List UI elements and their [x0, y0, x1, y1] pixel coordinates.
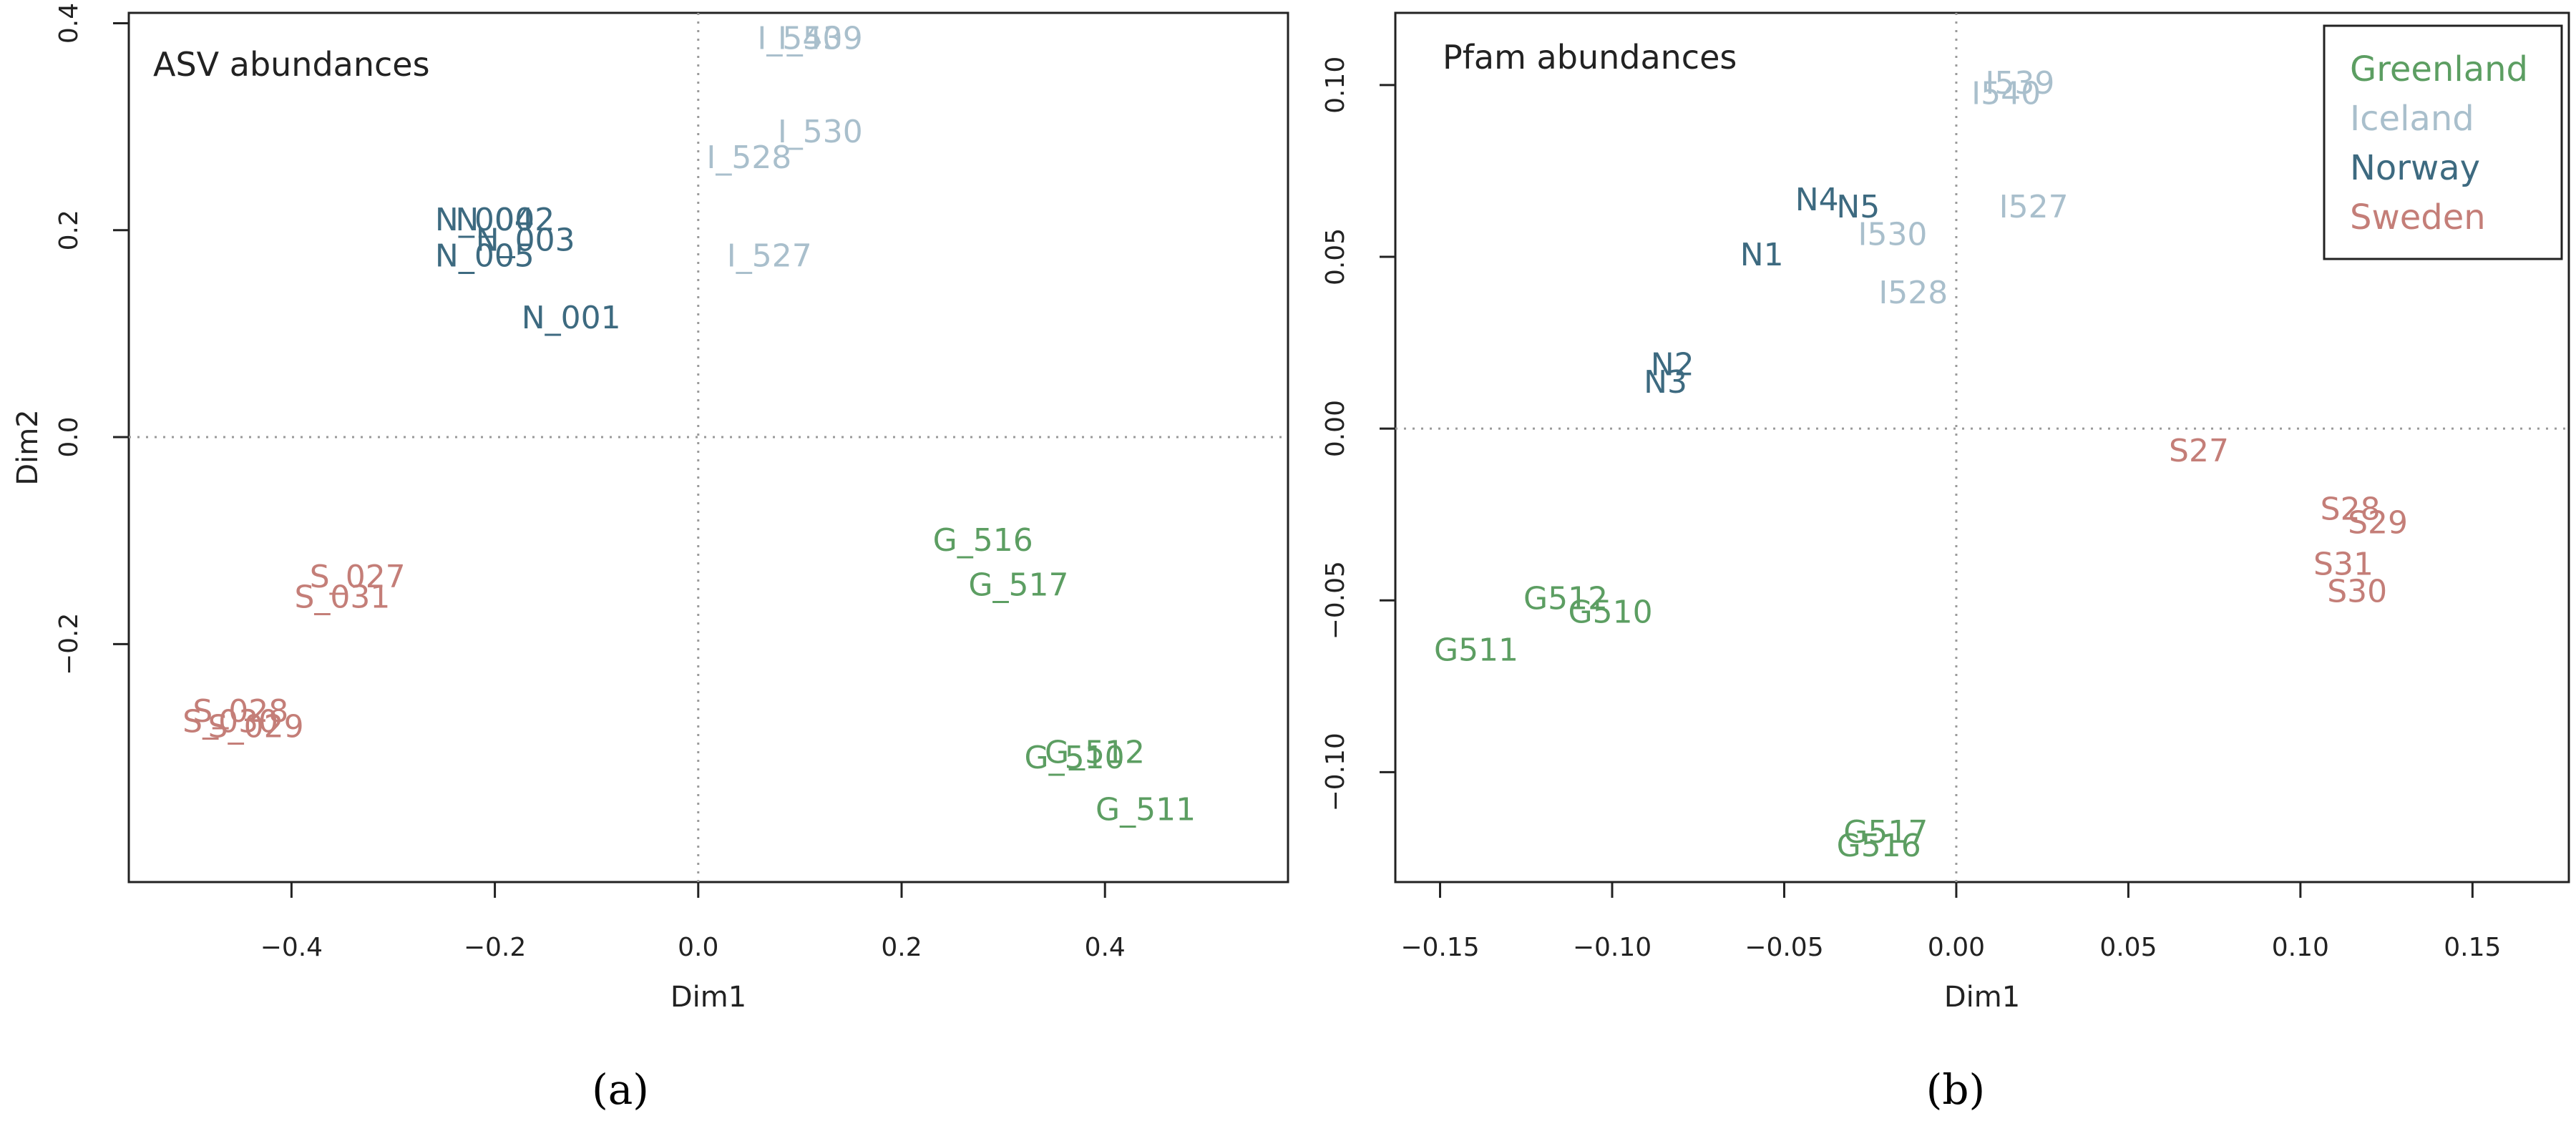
point-g511: G511	[1434, 632, 1518, 668]
point-n-003: N_003	[476, 222, 575, 259]
x-tick-label-a: 0.4	[1085, 933, 1126, 962]
point-s-028: S_028	[192, 693, 288, 730]
x-axis-title-a: Dim1	[670, 981, 746, 1014]
legend-entry-sweden: Sweden	[2350, 197, 2486, 238]
y-tick-label-b: −0.10	[1321, 733, 1350, 811]
point-i-527: I_527	[727, 238, 812, 274]
y-tick-label-a: 0.0	[54, 416, 84, 457]
point-g510: G510	[1568, 594, 1653, 631]
point-s-031: S_031	[294, 579, 390, 616]
x-tick-label-b: 0.10	[2272, 933, 2329, 962]
point-s-027: S_027	[310, 559, 406, 595]
point-g-511: G_511	[1096, 791, 1196, 828]
x-axis-title-b: Dim1	[1944, 981, 2020, 1014]
y-tick-label-b: −0.05	[1321, 561, 1350, 640]
point-g-512: G_512	[1045, 735, 1145, 771]
point-i540: I540	[1971, 75, 2041, 112]
x-tick-label-a: 0.2	[881, 933, 922, 962]
point-i-530: I_530	[778, 114, 863, 150]
point-i539: I539	[1985, 65, 2054, 102]
panel-b: −0.15 −0.10 −0.05 0.00 0.05 0.10 0.15 −0.10 −0.0…	[1321, 11, 2570, 1014]
y-tick-label-a: 0.4	[54, 3, 84, 44]
point-g516: G516	[1837, 828, 1921, 864]
point-i527: I527	[1999, 189, 2069, 225]
point-n5: N5	[1836, 189, 1880, 225]
panel-b-caption: (b)	[1926, 1065, 1985, 1114]
x-tick-label-a: 0.0	[678, 933, 718, 962]
point-i528: I528	[1878, 275, 1948, 311]
point-s30: S30	[2327, 574, 2387, 610]
plot-frame-b	[1394, 11, 2570, 883]
point-s28: S28	[2321, 491, 2381, 527]
panel-a: −0.4 −0.2 0.0 0.2 0.4 −0.2 0.0 0.2 0.4 Dim1 Dim2 AS…	[11, 3, 1289, 1014]
point-n1: N1	[1740, 237, 1784, 273]
point-s29: S29	[2348, 505, 2408, 542]
point-n-002: N_002	[455, 202, 555, 238]
y-tick-label-b: 0.00	[1321, 400, 1350, 457]
x-tick-label-b: 0.05	[2099, 933, 2157, 962]
x-tick-label-b: −0.10	[1573, 933, 1652, 962]
point-n-001: N_001	[522, 300, 621, 336]
y-tick-label-b: 0.05	[1321, 228, 1350, 285]
point-g-516: G_516	[933, 522, 1033, 559]
y-tick-label-a: −0.2	[54, 613, 84, 675]
plot-frame-a	[127, 11, 1289, 883]
point-i530: I530	[1858, 216, 1927, 253]
x-tick-label-a: −0.4	[260, 933, 323, 962]
point-s-030: S_030	[182, 703, 278, 740]
point-n4: N4	[1795, 182, 1839, 218]
legend-entry-norway: Norway	[2350, 148, 2480, 188]
point-g512: G512	[1523, 580, 1608, 617]
point-n-005: N_005	[435, 238, 535, 274]
x-tick-label-a: −0.2	[464, 933, 526, 962]
panel-a-caption: (a)	[592, 1065, 649, 1114]
legend-box	[2323, 24, 2563, 260]
x-tick-label-b: −0.15	[1400, 933, 1479, 962]
y-tick-label-a: 0.2	[54, 210, 84, 250]
point-s27: S27	[2169, 433, 2229, 469]
y-tick-label-b: 0.10	[1321, 57, 1350, 114]
point-n-004: N_004	[435, 202, 535, 238]
point-g-510: G_510	[1025, 740, 1125, 776]
point-i-539: I_539	[778, 21, 863, 57]
panel-title-a: ASV abundances	[153, 45, 430, 84]
point-i-528: I_528	[706, 139, 791, 176]
legend-entry-greenland: Greenland	[2350, 49, 2528, 89]
x-tick-label-b: 0.15	[2444, 933, 2501, 962]
panel-title-b: Pfam abundances	[1443, 38, 1737, 77]
point-g517: G517	[1843, 814, 1928, 851]
x-tick-label-b: 0.00	[1928, 933, 1985, 962]
point-n2: N2	[1651, 347, 1694, 383]
point-i-540: I_540	[757, 21, 842, 57]
point-s31: S31	[2313, 546, 2373, 582]
legend-entry-iceland: Iceland	[2350, 99, 2474, 139]
point-g-517: G_517	[968, 567, 1068, 603]
point-s-029: S_029	[208, 709, 304, 745]
point-n3: N3	[1644, 364, 1687, 401]
x-tick-label-b: −0.05	[1745, 933, 1823, 962]
y-axis-title-a: Dim2	[11, 409, 44, 485]
